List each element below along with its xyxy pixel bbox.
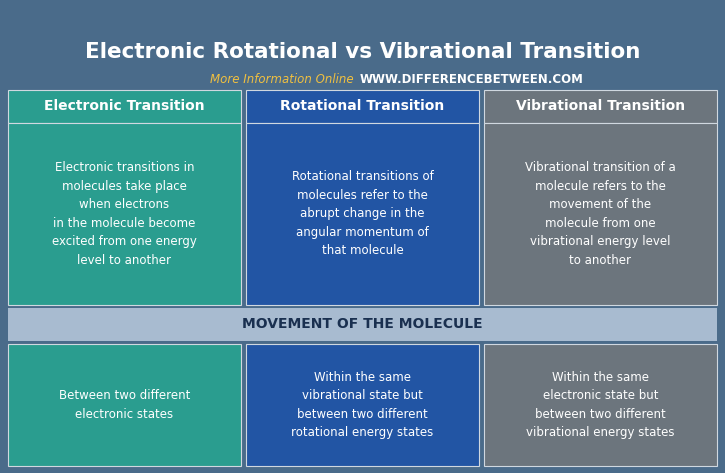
- Text: More Information Online: More Information Online: [210, 73, 357, 87]
- FancyBboxPatch shape: [484, 123, 717, 305]
- Text: Rotational transitions of
molecules refer to the
abrupt change in the
angular mo: Rotational transitions of molecules refe…: [291, 170, 434, 257]
- FancyBboxPatch shape: [8, 123, 241, 305]
- Text: Rotational Transition: Rotational Transition: [281, 99, 444, 114]
- FancyBboxPatch shape: [8, 90, 241, 123]
- FancyBboxPatch shape: [484, 90, 717, 123]
- FancyBboxPatch shape: [8, 344, 241, 466]
- Text: MOVEMENT OF THE MOLECULE: MOVEMENT OF THE MOLECULE: [242, 317, 483, 332]
- Text: Vibrational transition of a
molecule refers to the
movement of the
molecule from: Vibrational transition of a molecule ref…: [525, 161, 676, 267]
- Text: Vibrational Transition: Vibrational Transition: [516, 99, 685, 114]
- Text: WWW.DIFFERENCEBETWEEN.COM: WWW.DIFFERENCEBETWEEN.COM: [360, 73, 584, 87]
- Text: Electronic Rotational vs Vibrational Transition: Electronic Rotational vs Vibrational Tra…: [85, 42, 640, 62]
- Text: Between two different
electronic states: Between two different electronic states: [59, 389, 190, 421]
- FancyBboxPatch shape: [484, 344, 717, 466]
- FancyBboxPatch shape: [246, 344, 479, 466]
- FancyBboxPatch shape: [246, 90, 479, 123]
- Text: Electronic transitions in
molecules take place
when electrons
in the molecule be: Electronic transitions in molecules take…: [52, 161, 197, 267]
- FancyBboxPatch shape: [246, 123, 479, 305]
- FancyBboxPatch shape: [8, 308, 717, 341]
- Text: Within the same
vibrational state but
between two different
rotational energy st: Within the same vibrational state but be…: [291, 371, 434, 439]
- Text: Within the same
electronic state but
between two different
vibrational energy st: Within the same electronic state but bet…: [526, 371, 675, 439]
- Text: Electronic Transition: Electronic Transition: [44, 99, 204, 114]
